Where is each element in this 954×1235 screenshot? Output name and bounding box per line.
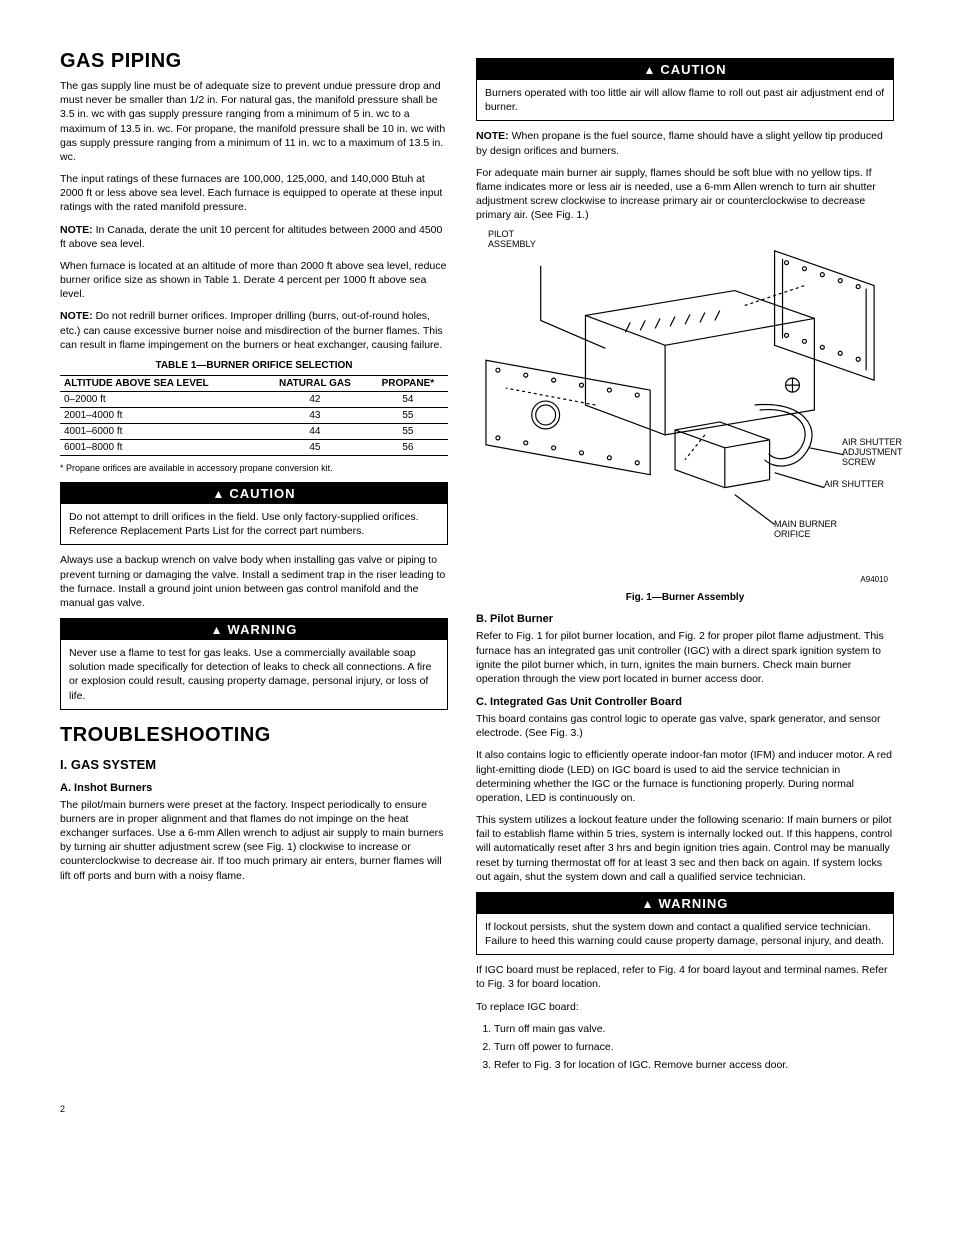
table-row: 0–2000 ft 42 54 [60, 391, 448, 407]
table-cell: 2001–4000 ft [60, 407, 262, 423]
figure-label-main-burner: MAIN BURNER ORIFICE [774, 520, 844, 540]
paragraph: This system utilizes a lockout feature u… [476, 813, 894, 884]
figure-label-pilot: PILOT ASSEMBLY [488, 230, 548, 250]
warning-box: ▲WARNING If lockout persists, shut the s… [476, 892, 894, 955]
table-header-row: ALTITUDE ABOVE SEA LEVEL NATURAL GAS PRO… [60, 375, 448, 391]
caution-box: ▲CAUTION Burners operated with too littl… [476, 58, 894, 121]
paragraph: When furnace is located at an altitude o… [60, 259, 448, 302]
figure-caption: Fig. 1—Burner Assembly [476, 592, 894, 603]
paragraph: NOTE: When propane is the fuel source, f… [476, 129, 894, 157]
warning-body: Never use a flame to test for gas leaks.… [61, 640, 447, 709]
table-cell: 55 [368, 407, 448, 423]
table-cell: 44 [262, 423, 368, 439]
table-cell: 43 [262, 407, 368, 423]
table-row: 2001–4000 ft 43 55 [60, 407, 448, 423]
paragraph: NOTE: Do not redrill burner orifices. Im… [60, 309, 448, 352]
paragraph: Always use a backup wrench on valve body… [60, 553, 448, 610]
paragraph: To replace IGC board: [476, 1000, 894, 1014]
warning-header: ▲WARNING [477, 893, 893, 914]
note-text: When propane is the fuel source, flame s… [476, 130, 883, 156]
warning-box: ▲WARNING Never use a flame to test for g… [60, 618, 448, 710]
caution-header: ▲CAUTION [477, 59, 893, 80]
orifice-table: ALTITUDE ABOVE SEA LEVEL NATURAL GAS PRO… [60, 375, 448, 456]
caution-header: ▲CAUTION [61, 483, 447, 504]
caution-body: Do not attempt to drill orifices in the … [61, 504, 447, 544]
paragraph: NOTE: In Canada, derate the unit 10 perc… [60, 223, 448, 251]
two-column-layout: GAS PIPING The gas supply line must be o… [60, 50, 894, 1080]
page-number: 2 [60, 1104, 65, 1114]
table-cell: 55 [368, 423, 448, 439]
troubleshooting-title: TROUBLESHOOTING [60, 724, 448, 747]
note-text: In Canada, derate the unit 10 percent fo… [60, 224, 442, 250]
alert-triangle-icon: ▲ [212, 487, 225, 501]
paragraph: This board contains gas control logic to… [476, 712, 894, 740]
table-cell: 54 [368, 391, 448, 407]
table-cell: 45 [262, 439, 368, 455]
note-label: NOTE: [476, 130, 509, 142]
paragraph: Refer to Fig. 1 for pilot burner locatio… [476, 629, 894, 686]
subsubsection-title: A. Inshot Burners [60, 782, 448, 794]
note-text: Do not redrill burner orifices. Improper… [60, 310, 443, 350]
note-label: NOTE: [60, 224, 93, 236]
figure-label-air-shutter: AIR SHUTTER [824, 480, 884, 490]
replace-steps: Turn off main gas valve. Turn off power … [476, 1022, 894, 1073]
table-caption: TABLE 1—BURNER ORIFICE SELECTION [60, 360, 448, 371]
warning-body: If lockout persists, shut the system dow… [477, 914, 893, 954]
subsection-title: I. GAS SYSTEM [60, 757, 448, 772]
table-row: 6001–8000 ft 45 56 [60, 439, 448, 455]
caution-body: Burners operated with too little air wil… [477, 80, 893, 120]
step-item: Refer to Fig. 3 for location of IGC. Rem… [494, 1058, 894, 1072]
caution-box: ▲CAUTION Do not attempt to drill orifice… [60, 482, 448, 545]
subsubsection-title: B. Pilot Burner [476, 613, 894, 625]
table-cell: 42 [262, 391, 368, 407]
table-cell: 4001–6000 ft [60, 423, 262, 439]
table-cell: 0–2000 ft [60, 391, 262, 407]
page: GAS PIPING The gas supply line must be o… [0, 0, 954, 1120]
table-row: 4001–6000 ft 44 55 [60, 423, 448, 439]
figure-code: A94010 [860, 576, 888, 585]
burner-assembly-figure: PILOT ASSEMBLY AIR SHUTTER ADJUSTMENT SC… [476, 230, 894, 590]
table-cell: 6001–8000 ft [60, 439, 262, 455]
alert-triangle-icon: ▲ [643, 63, 656, 77]
figure-label-air-shutter-screw: AIR SHUTTER ADJUSTMENT SCREW [842, 438, 902, 468]
subsubsection-title: C. Integrated Gas Unit Controller Board [476, 696, 894, 708]
paragraph: If IGC board must be replaced, refer to … [476, 963, 894, 991]
alert-triangle-icon: ▲ [211, 623, 224, 637]
table-header: NATURAL GAS [262, 375, 368, 391]
step-item: Turn off power to furnace. [494, 1040, 894, 1054]
note-label: NOTE: [60, 310, 93, 322]
table-header: PROPANE* [368, 375, 448, 391]
table-header: ALTITUDE ABOVE SEA LEVEL [60, 375, 262, 391]
alert-triangle-icon: ▲ [642, 897, 655, 911]
warning-header: ▲WARNING [61, 619, 447, 640]
paragraph: The input ratings of these furnaces are … [60, 172, 448, 215]
right-column: ▲CAUTION Burners operated with too littl… [476, 50, 894, 1080]
gas-piping-title: GAS PIPING [60, 50, 448, 73]
table-footnote: * Propane orifices are available in acce… [60, 462, 448, 474]
step-item: Turn off main gas valve. [494, 1022, 894, 1036]
paragraph: For adequate main burner air supply, fla… [476, 166, 894, 223]
table-cell: 56 [368, 439, 448, 455]
paragraph: The gas supply line must be of adequate … [60, 79, 448, 164]
paragraph: It also contains logic to efficiently op… [476, 748, 894, 805]
paragraph: The pilot/main burners were preset at th… [60, 798, 448, 883]
left-column: GAS PIPING The gas supply line must be o… [60, 50, 448, 1080]
